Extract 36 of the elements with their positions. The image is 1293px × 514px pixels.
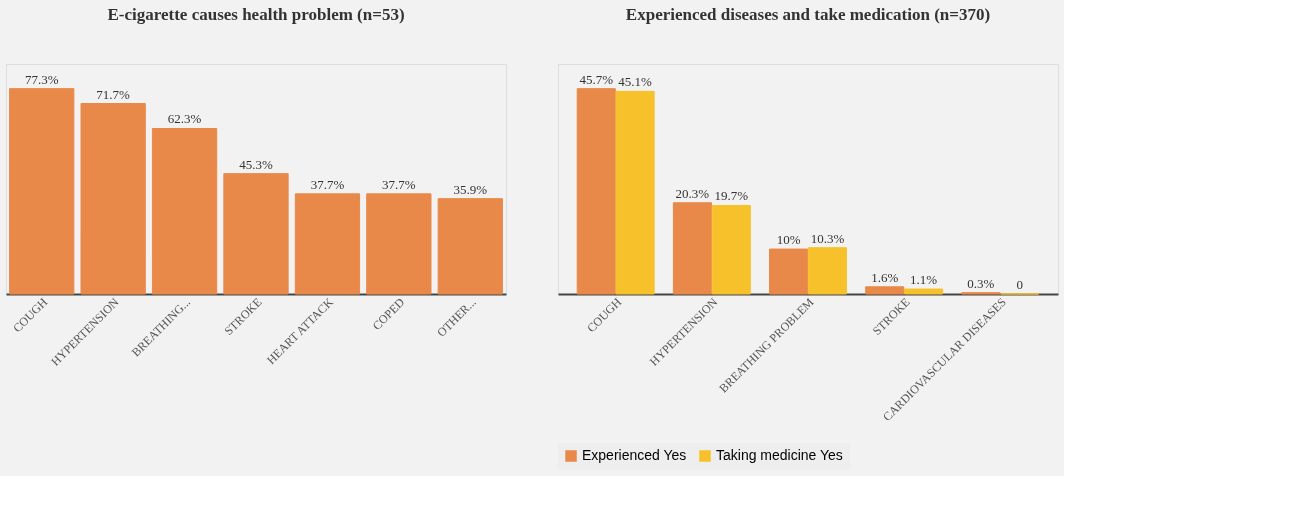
chart-title: Experienced diseases and take medication (n=370) [625,5,991,24]
chart-title: E-cigarette causes health problem (n=53) [107,5,405,24]
data-label: 45.1% [618,74,653,90]
data-label: 0 [1016,277,1023,292]
data-label: 0.3% [967,275,995,291]
bar [366,193,432,295]
bar [576,88,616,295]
data-label: 20.3% [675,185,710,201]
bar [615,90,655,295]
data-label: 62.3% [167,111,202,127]
bar [294,193,361,295]
bar [711,204,751,295]
legend-label: Taking medicine Yes [716,447,843,463]
data-label: 19.7% [714,188,749,204]
data-label: 10.3% [810,230,845,246]
data-label: 71.7% [96,86,131,102]
bar [807,247,847,295]
data-label: 1.1% [910,272,938,288]
data-label: 45.3% [239,156,273,172]
bar [904,288,944,295]
bar [80,103,146,295]
bar [865,286,905,295]
bar [672,202,712,295]
data-label: 10% [776,232,801,248]
data-label: 35.9% [453,181,488,197]
bar [9,88,75,295]
data-label: 37.7% [310,176,345,192]
legend-label: Experienced Yes [582,447,687,463]
bar [437,198,503,295]
data-label: 37.7% [382,176,416,192]
data-label: 45.7% [579,71,614,87]
bar [223,173,289,295]
bar [769,248,809,295]
data-label: 77.3% [24,71,59,87]
bar [151,127,218,295]
data-label: 1.6% [871,269,899,285]
